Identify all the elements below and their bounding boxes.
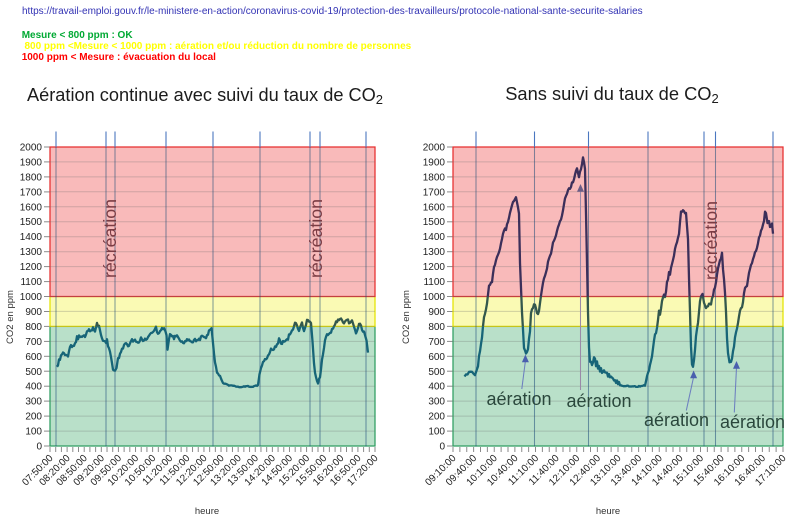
svg-text:300: 300 <box>428 397 445 408</box>
svg-text:1500: 1500 <box>20 217 43 228</box>
svg-text:700: 700 <box>428 337 445 348</box>
svg-text:2000: 2000 <box>423 143 446 154</box>
svg-text:100: 100 <box>428 427 445 438</box>
svg-text:1400: 1400 <box>423 232 446 243</box>
svg-text:800 ppm <Mesure < 1000 ppm : a: 800 ppm <Mesure < 1000 ppm : aération et… <box>22 41 412 52</box>
svg-text:700: 700 <box>25 337 42 348</box>
svg-text:1900: 1900 <box>20 157 43 168</box>
svg-text:1000: 1000 <box>423 292 446 303</box>
svg-text:2000: 2000 <box>20 143 43 154</box>
svg-text:CO2 en ppm: CO2 en ppm <box>5 290 16 344</box>
svg-text:CO2 en ppm: CO2 en ppm <box>401 290 412 344</box>
svg-text:500: 500 <box>428 367 445 378</box>
svg-text:800: 800 <box>25 322 42 333</box>
svg-text:heure: heure <box>596 506 620 517</box>
svg-text:https://travail-emploi.gouv.fr: https://travail-emploi.gouv.fr/le-minist… <box>22 6 643 17</box>
svg-text:600: 600 <box>25 352 42 363</box>
svg-text:récréation: récréation <box>306 199 326 278</box>
svg-text:1800: 1800 <box>20 172 43 183</box>
svg-text:1900: 1900 <box>423 157 446 168</box>
svg-text:800: 800 <box>428 322 445 333</box>
svg-text:1800: 1800 <box>423 172 446 183</box>
svg-text:500: 500 <box>25 367 42 378</box>
svg-text:0: 0 <box>36 442 42 453</box>
svg-text:1000 ppm < Mesure : évacuation: 1000 ppm < Mesure : évacuation du local <box>22 52 216 63</box>
svg-text:200: 200 <box>428 412 445 423</box>
svg-text:400: 400 <box>25 382 42 393</box>
svg-text:Mesure < 800 ppm : OK: Mesure < 800 ppm : OK <box>22 30 134 41</box>
svg-text:1100: 1100 <box>423 277 445 288</box>
svg-text:aération: aération <box>567 391 632 411</box>
svg-text:200: 200 <box>25 412 42 423</box>
svg-text:1400: 1400 <box>20 232 43 243</box>
svg-text:aération: aération <box>487 389 552 409</box>
svg-text:1500: 1500 <box>423 217 446 228</box>
svg-text:400: 400 <box>428 382 445 393</box>
svg-text:1600: 1600 <box>20 202 43 213</box>
svg-text:1300: 1300 <box>423 247 446 258</box>
svg-text:1300: 1300 <box>20 247 43 258</box>
svg-text:1700: 1700 <box>423 187 446 198</box>
svg-text:1200: 1200 <box>423 262 446 273</box>
svg-text:1700: 1700 <box>20 187 43 198</box>
svg-text:900: 900 <box>25 307 42 318</box>
svg-text:1600: 1600 <box>423 202 446 213</box>
svg-text:récréation: récréation <box>701 201 721 280</box>
svg-text:récréation: récréation <box>100 199 120 278</box>
svg-text:1000: 1000 <box>20 292 43 303</box>
svg-text:1200: 1200 <box>20 262 43 273</box>
svg-text:aération: aération <box>720 412 785 432</box>
svg-text:0: 0 <box>439 442 445 453</box>
svg-text:100: 100 <box>25 427 42 438</box>
svg-text:Aération continue avec suivi d: Aération continue avec suivi du taux de … <box>27 85 383 107</box>
svg-text:Sans suivi du taux de CO2: Sans suivi du taux de CO2 <box>505 83 719 106</box>
svg-text:900: 900 <box>428 307 445 318</box>
svg-text:heure: heure <box>195 506 219 517</box>
svg-text:1100: 1100 <box>20 277 42 288</box>
svg-text:aération: aération <box>644 410 709 430</box>
svg-text:600: 600 <box>428 352 445 363</box>
svg-text:300: 300 <box>25 397 42 408</box>
